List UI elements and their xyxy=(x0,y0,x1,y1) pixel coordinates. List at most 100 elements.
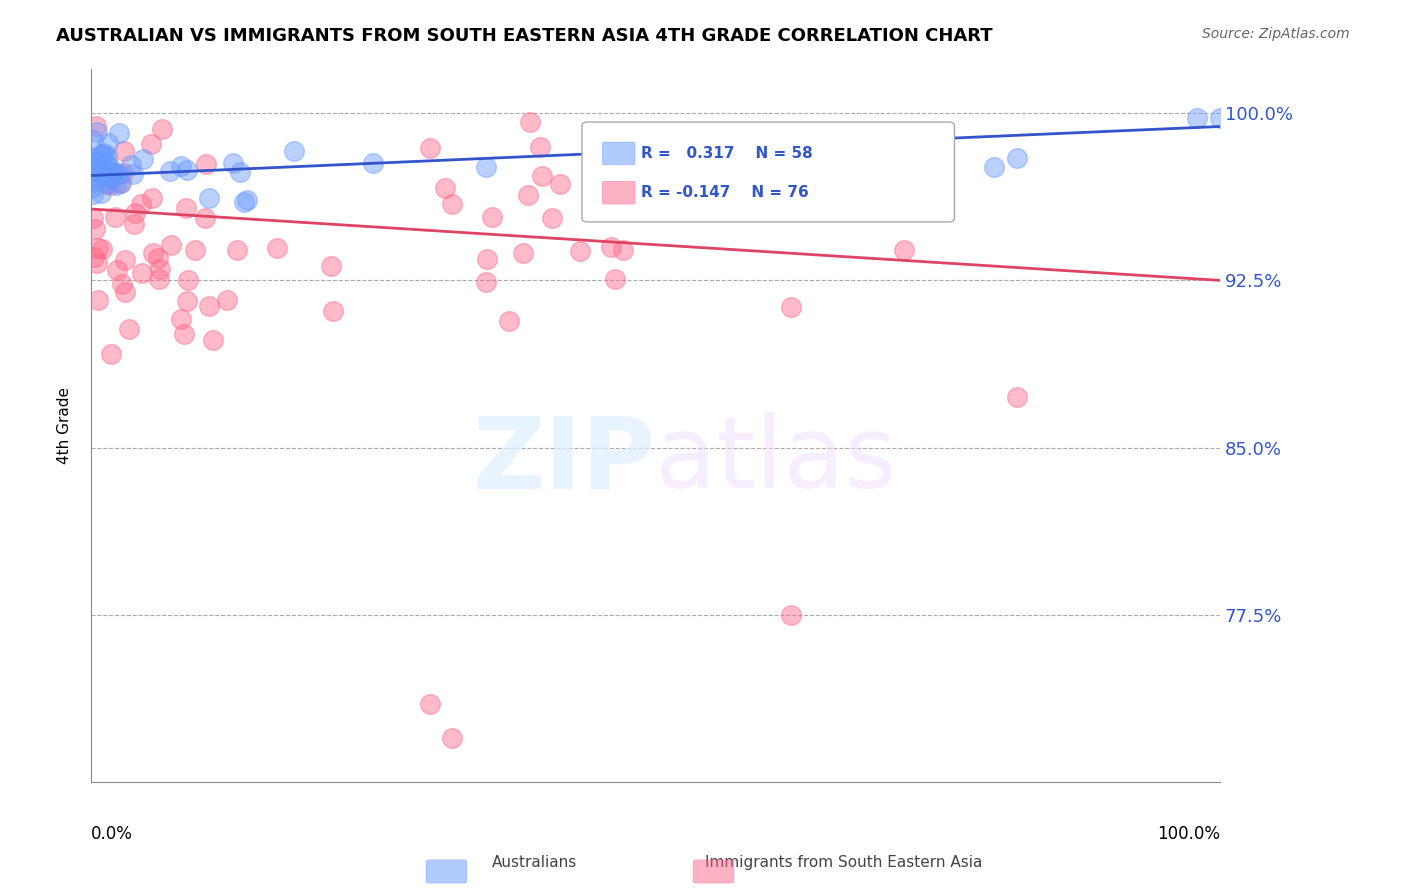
Immigrants from South Eastern Asia xyxy=(548,178,571,192)
Australians xyxy=(101,171,124,186)
Australians xyxy=(236,193,259,207)
Immigrants from South Eastern Asia xyxy=(612,244,634,258)
Immigrants from South Eastern Asia xyxy=(100,347,122,361)
Australians xyxy=(91,161,114,175)
Australians xyxy=(91,169,114,183)
Australians xyxy=(87,165,110,179)
Immigrants from South Eastern Asia xyxy=(475,275,498,289)
Australians xyxy=(1005,151,1028,165)
Australians xyxy=(83,164,105,178)
Australians xyxy=(176,163,198,178)
Text: AUSTRALIAN VS IMMIGRANTS FROM SOUTH EASTERN ASIA 4TH GRADE CORRELATION CHART: AUSTRALIAN VS IMMIGRANTS FROM SOUTH EAST… xyxy=(56,27,993,45)
Immigrants from South Eastern Asia xyxy=(498,314,520,328)
Immigrants from South Eastern Asia xyxy=(107,263,129,277)
Immigrants from South Eastern Asia xyxy=(84,221,107,235)
Immigrants from South Eastern Asia xyxy=(516,188,538,202)
Immigrants from South Eastern Asia xyxy=(148,251,170,265)
Immigrants from South Eastern Asia xyxy=(893,244,915,258)
Immigrants from South Eastern Asia xyxy=(512,245,534,260)
Australians xyxy=(110,176,132,190)
Immigrants from South Eastern Asia xyxy=(150,122,173,136)
Immigrants from South Eastern Asia xyxy=(266,241,288,255)
Australians xyxy=(170,159,193,173)
Australians xyxy=(96,169,118,183)
Immigrants from South Eastern Asia xyxy=(419,141,441,155)
Immigrants from South Eastern Asia xyxy=(86,241,108,255)
Immigrants from South Eastern Asia xyxy=(779,300,801,314)
Australians xyxy=(132,152,155,166)
Immigrants from South Eastern Asia xyxy=(225,243,247,257)
Australians xyxy=(229,165,252,179)
Australians xyxy=(97,159,120,173)
Immigrants from South Eastern Asia xyxy=(475,252,498,266)
Immigrants from South Eastern Asia xyxy=(114,285,136,299)
Immigrants from South Eastern Asia xyxy=(173,326,195,341)
Australians xyxy=(83,154,105,169)
Immigrants from South Eastern Asia xyxy=(112,165,135,179)
FancyBboxPatch shape xyxy=(582,122,955,222)
Immigrants from South Eastern Asia xyxy=(529,139,551,153)
Australians xyxy=(90,147,112,161)
Text: ZIP: ZIP xyxy=(472,412,655,509)
Text: 100.0%: 100.0% xyxy=(1157,825,1220,843)
Immigrants from South Eastern Asia xyxy=(131,266,153,280)
Australians xyxy=(93,148,115,162)
Australians xyxy=(82,133,104,147)
Australians xyxy=(104,166,127,180)
Immigrants from South Eastern Asia xyxy=(568,244,591,258)
Immigrants from South Eastern Asia xyxy=(605,272,627,286)
Immigrants from South Eastern Asia xyxy=(779,607,801,622)
Text: Australians: Australians xyxy=(492,855,576,870)
Australians xyxy=(82,180,104,194)
Australians xyxy=(283,144,305,158)
Immigrants from South Eastern Asia xyxy=(118,322,141,336)
Australians xyxy=(97,176,120,190)
Australians xyxy=(83,175,105,189)
Australians xyxy=(86,125,108,139)
Immigrants from South Eastern Asia xyxy=(322,303,344,318)
Australians xyxy=(198,191,221,205)
Immigrants from South Eastern Asia xyxy=(170,312,193,326)
Australians xyxy=(159,163,181,178)
Australians xyxy=(82,171,104,186)
Immigrants from South Eastern Asia xyxy=(481,210,503,224)
Australians xyxy=(96,156,118,170)
Immigrants from South Eastern Asia xyxy=(98,178,121,193)
Immigrants from South Eastern Asia xyxy=(194,211,217,225)
Immigrants from South Eastern Asia xyxy=(87,293,110,307)
Immigrants from South Eastern Asia xyxy=(111,277,134,292)
Immigrants from South Eastern Asia xyxy=(141,137,163,152)
Immigrants from South Eastern Asia xyxy=(149,262,172,277)
Australians xyxy=(100,172,122,186)
Australians xyxy=(98,171,121,186)
Immigrants from South Eastern Asia xyxy=(129,197,152,211)
Immigrants from South Eastern Asia xyxy=(433,180,456,194)
Immigrants from South Eastern Asia xyxy=(160,238,183,252)
Immigrants from South Eastern Asia xyxy=(215,293,238,307)
Australians xyxy=(361,156,384,170)
Australians xyxy=(96,149,118,163)
FancyBboxPatch shape xyxy=(602,181,636,204)
Immigrants from South Eastern Asia xyxy=(202,334,225,348)
Immigrants from South Eastern Asia xyxy=(600,204,623,219)
Immigrants from South Eastern Asia xyxy=(177,273,200,287)
Australians xyxy=(983,160,1005,174)
Australians xyxy=(122,167,145,181)
Immigrants from South Eastern Asia xyxy=(541,211,564,226)
Australians xyxy=(82,159,104,173)
Immigrants from South Eastern Asia xyxy=(96,177,118,191)
Immigrants from South Eastern Asia xyxy=(84,119,107,133)
Immigrants from South Eastern Asia xyxy=(108,176,131,190)
Text: Source: ZipAtlas.com: Source: ZipAtlas.com xyxy=(1202,27,1350,41)
Immigrants from South Eastern Asia xyxy=(141,191,163,205)
Australians xyxy=(104,178,127,192)
Australians xyxy=(84,159,107,173)
Australians xyxy=(221,156,243,170)
Immigrants from South Eastern Asia xyxy=(519,115,541,129)
Immigrants from South Eastern Asia xyxy=(176,293,198,308)
Immigrants from South Eastern Asia xyxy=(441,197,464,211)
Immigrants from South Eastern Asia xyxy=(419,697,441,711)
Australians xyxy=(120,158,142,172)
Australians xyxy=(82,187,104,202)
Australians xyxy=(103,167,125,181)
